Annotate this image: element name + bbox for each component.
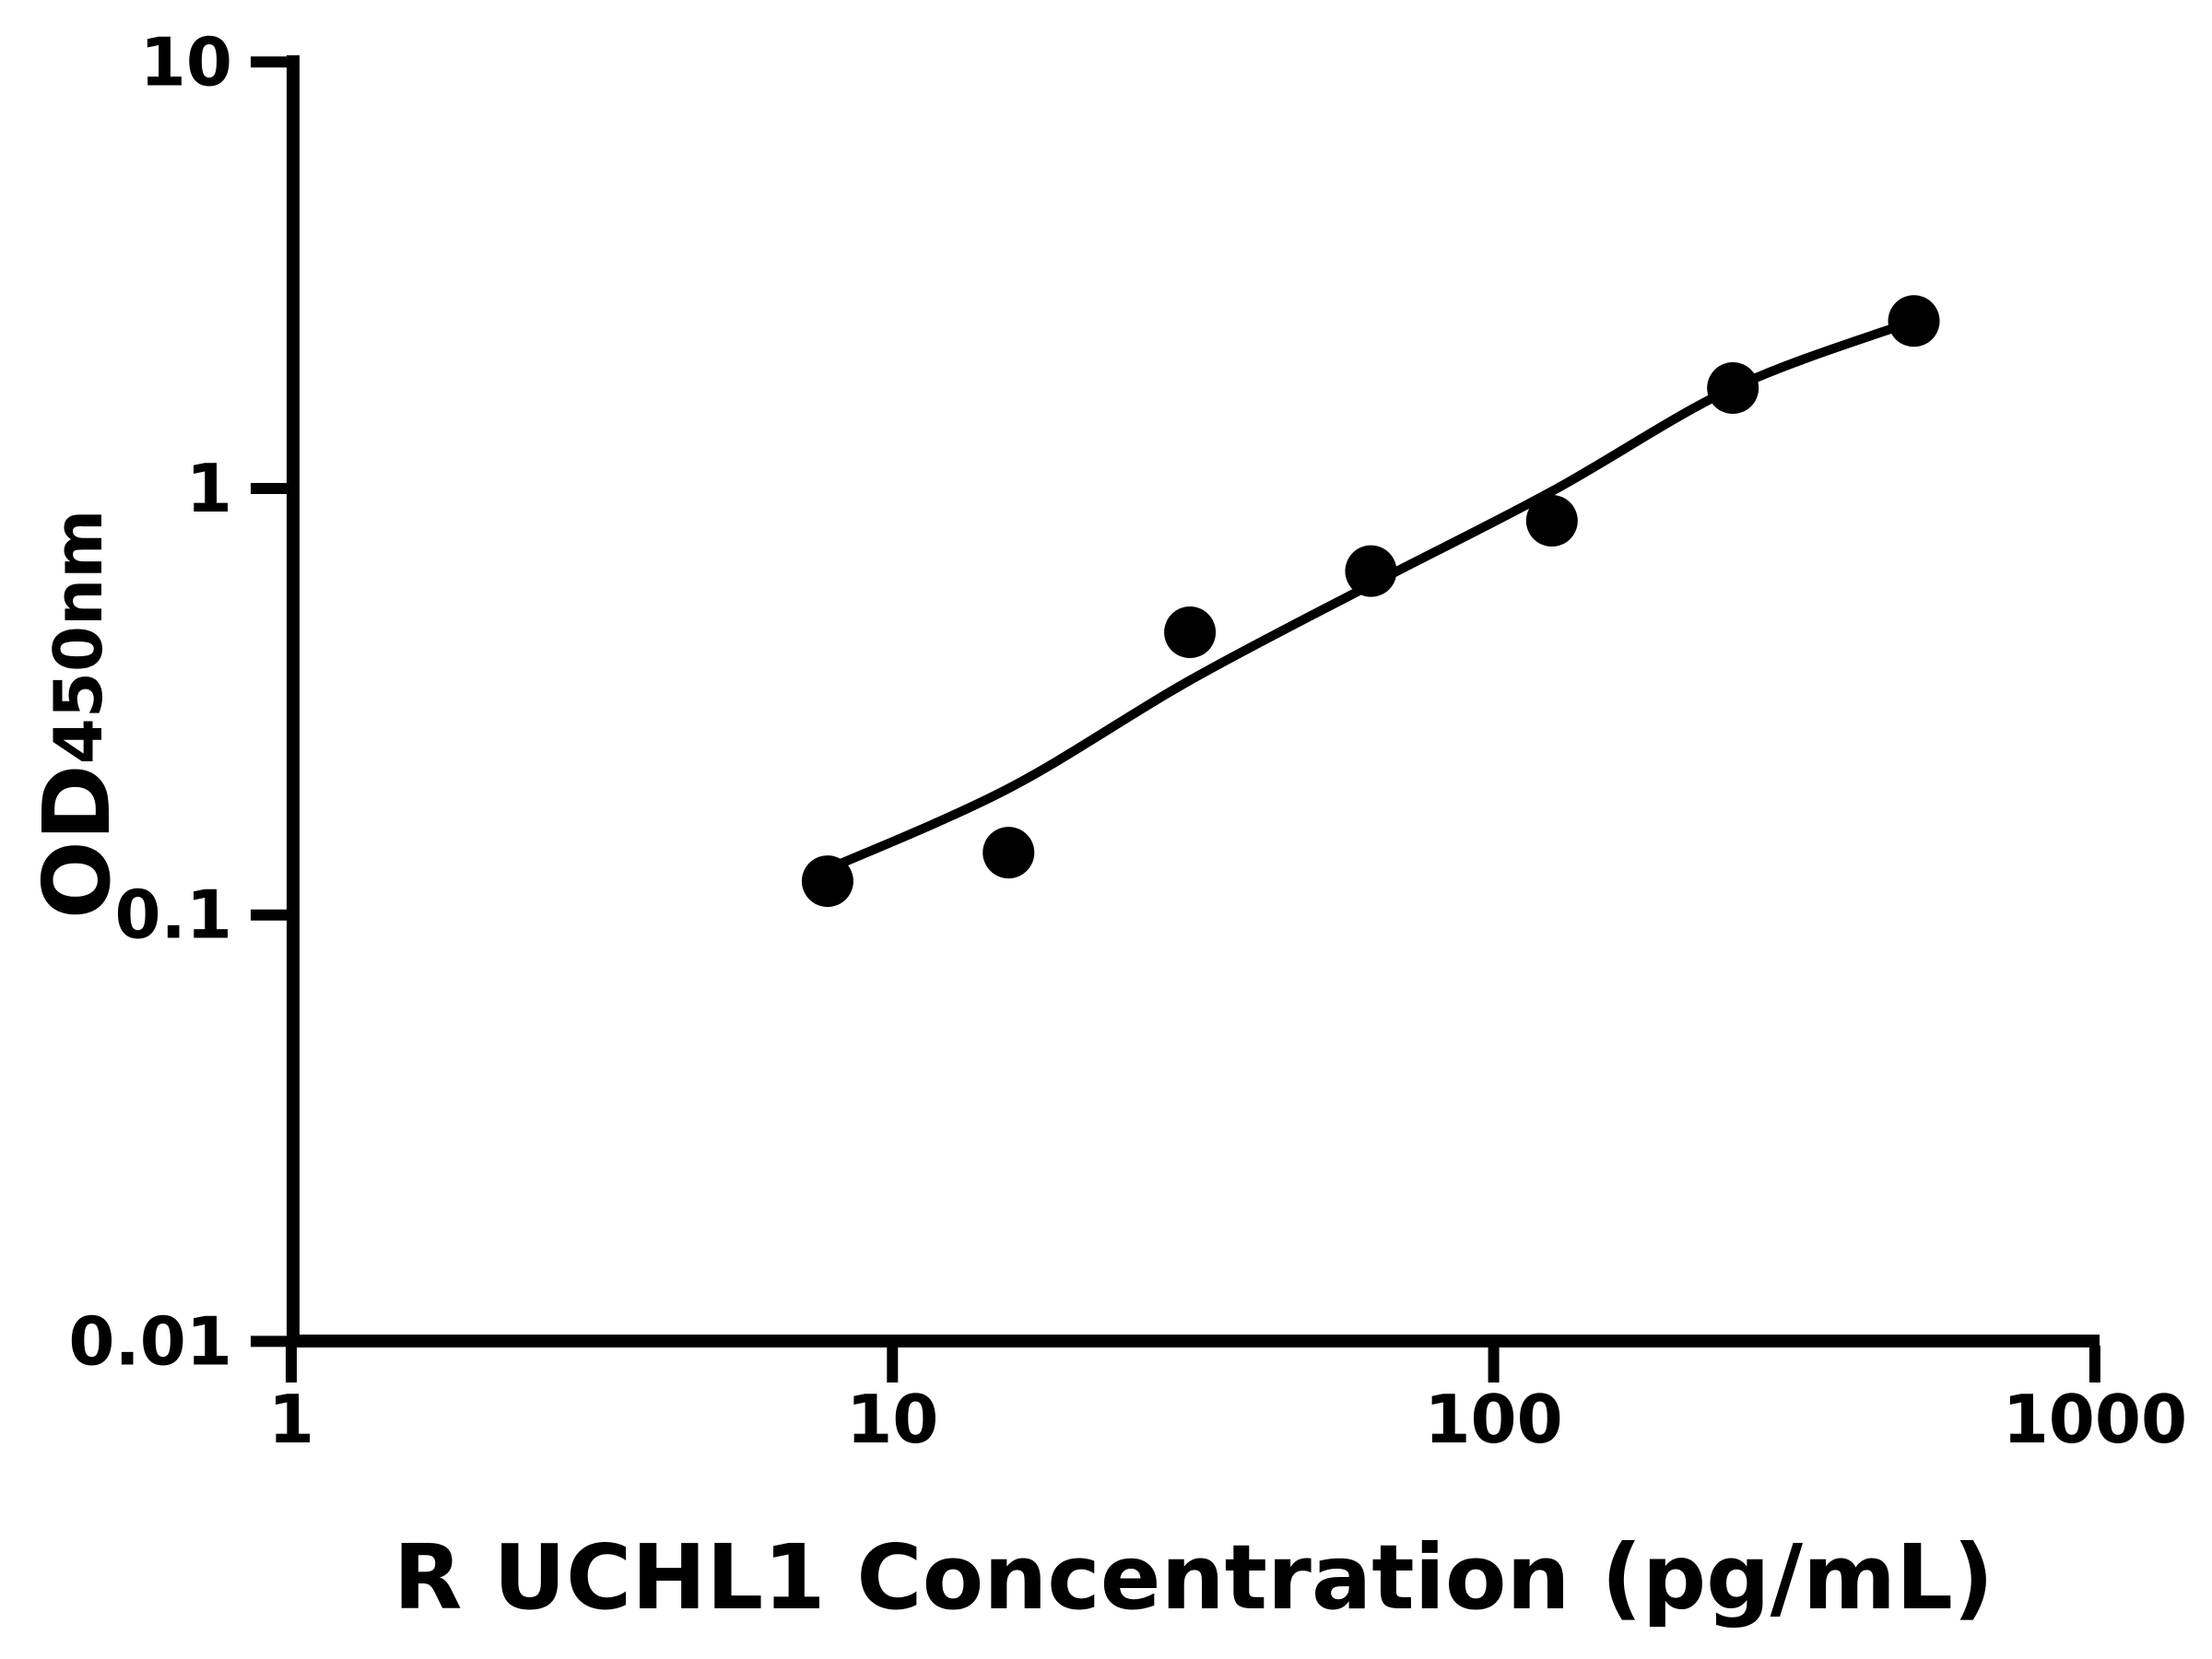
y-tick-label: 10 <box>140 23 232 100</box>
data-point <box>1888 295 1940 347</box>
data-point <box>1164 606 1217 659</box>
y-axis-title: OD450nm <box>23 510 131 920</box>
y-tick-label: 0.1 <box>114 877 232 954</box>
axis-tick-labels: 10 1 0.1 0.01 1 10 100 1000 <box>68 23 2187 1458</box>
x-tick-label: 1000 <box>2003 1381 2187 1458</box>
data-point <box>801 855 853 908</box>
data-point <box>1525 495 1578 547</box>
data-point <box>982 827 1035 879</box>
axes <box>287 55 2100 1347</box>
data-point <box>1707 362 1759 415</box>
x-tick-label: 1 <box>268 1381 314 1458</box>
x-axis-title: R UCHL1 Concentration (pg/mL) <box>394 1525 1994 1630</box>
y-axis-title-subscript: 450nm <box>40 510 117 765</box>
y-axis-title-main: OD <box>23 764 131 919</box>
y-tick-label: 0.01 <box>68 1302 232 1380</box>
data-point <box>1345 545 1397 597</box>
x-tick-label: 100 <box>1424 1381 1562 1458</box>
x-tick-label: 10 <box>846 1381 938 1458</box>
axis-ticks <box>251 56 2100 1382</box>
data-points-layer <box>801 295 1940 908</box>
y-tick-label: 1 <box>186 450 232 527</box>
